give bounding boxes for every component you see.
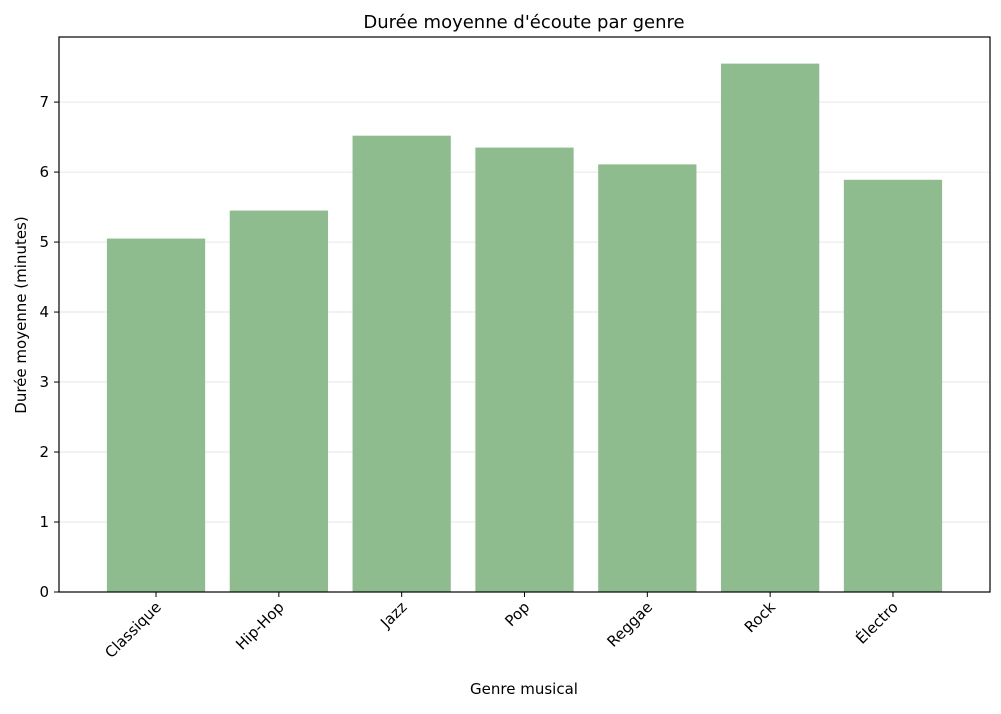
y-axis-label: Durée moyenne (minutes) xyxy=(12,216,30,413)
bars xyxy=(106,63,943,593)
y-tick-label: 0 xyxy=(39,583,49,601)
y-tick-label: 7 xyxy=(39,93,49,111)
x-tick-label: Pop xyxy=(501,598,533,630)
bar xyxy=(229,210,328,592)
y-tick-label: 3 xyxy=(39,373,49,391)
bar xyxy=(475,147,574,592)
y-tick-label: 2 xyxy=(39,443,49,461)
x-tick-label: Reggae xyxy=(604,598,657,651)
bar xyxy=(106,238,206,593)
x-tick-label: Hip-Hop xyxy=(232,598,287,653)
y-axis-ticks: 0 1 2 3 4 5 6 7 xyxy=(39,93,59,601)
y-tick-label: 6 xyxy=(39,163,49,181)
bar xyxy=(352,135,451,592)
x-axis-label: Genre musical xyxy=(470,680,578,698)
bar xyxy=(598,164,697,592)
chart-title: Durée moyenne d'écoute par genre xyxy=(363,12,684,33)
y-tick-label: 5 xyxy=(39,233,49,251)
y-tick-label: 1 xyxy=(39,513,49,531)
x-tick-label: Jazz xyxy=(376,598,410,632)
y-tick-label: 4 xyxy=(39,303,49,321)
x-tick-label: Électro xyxy=(852,597,902,647)
bar xyxy=(721,63,820,592)
bar xyxy=(843,179,943,592)
x-tick-label: Classique xyxy=(101,598,165,662)
x-tick-label: Rock xyxy=(741,598,779,636)
x-axis-ticks: Classique Hip-Hop Jazz Pop Reggae Rock Électro xyxy=(101,592,902,662)
